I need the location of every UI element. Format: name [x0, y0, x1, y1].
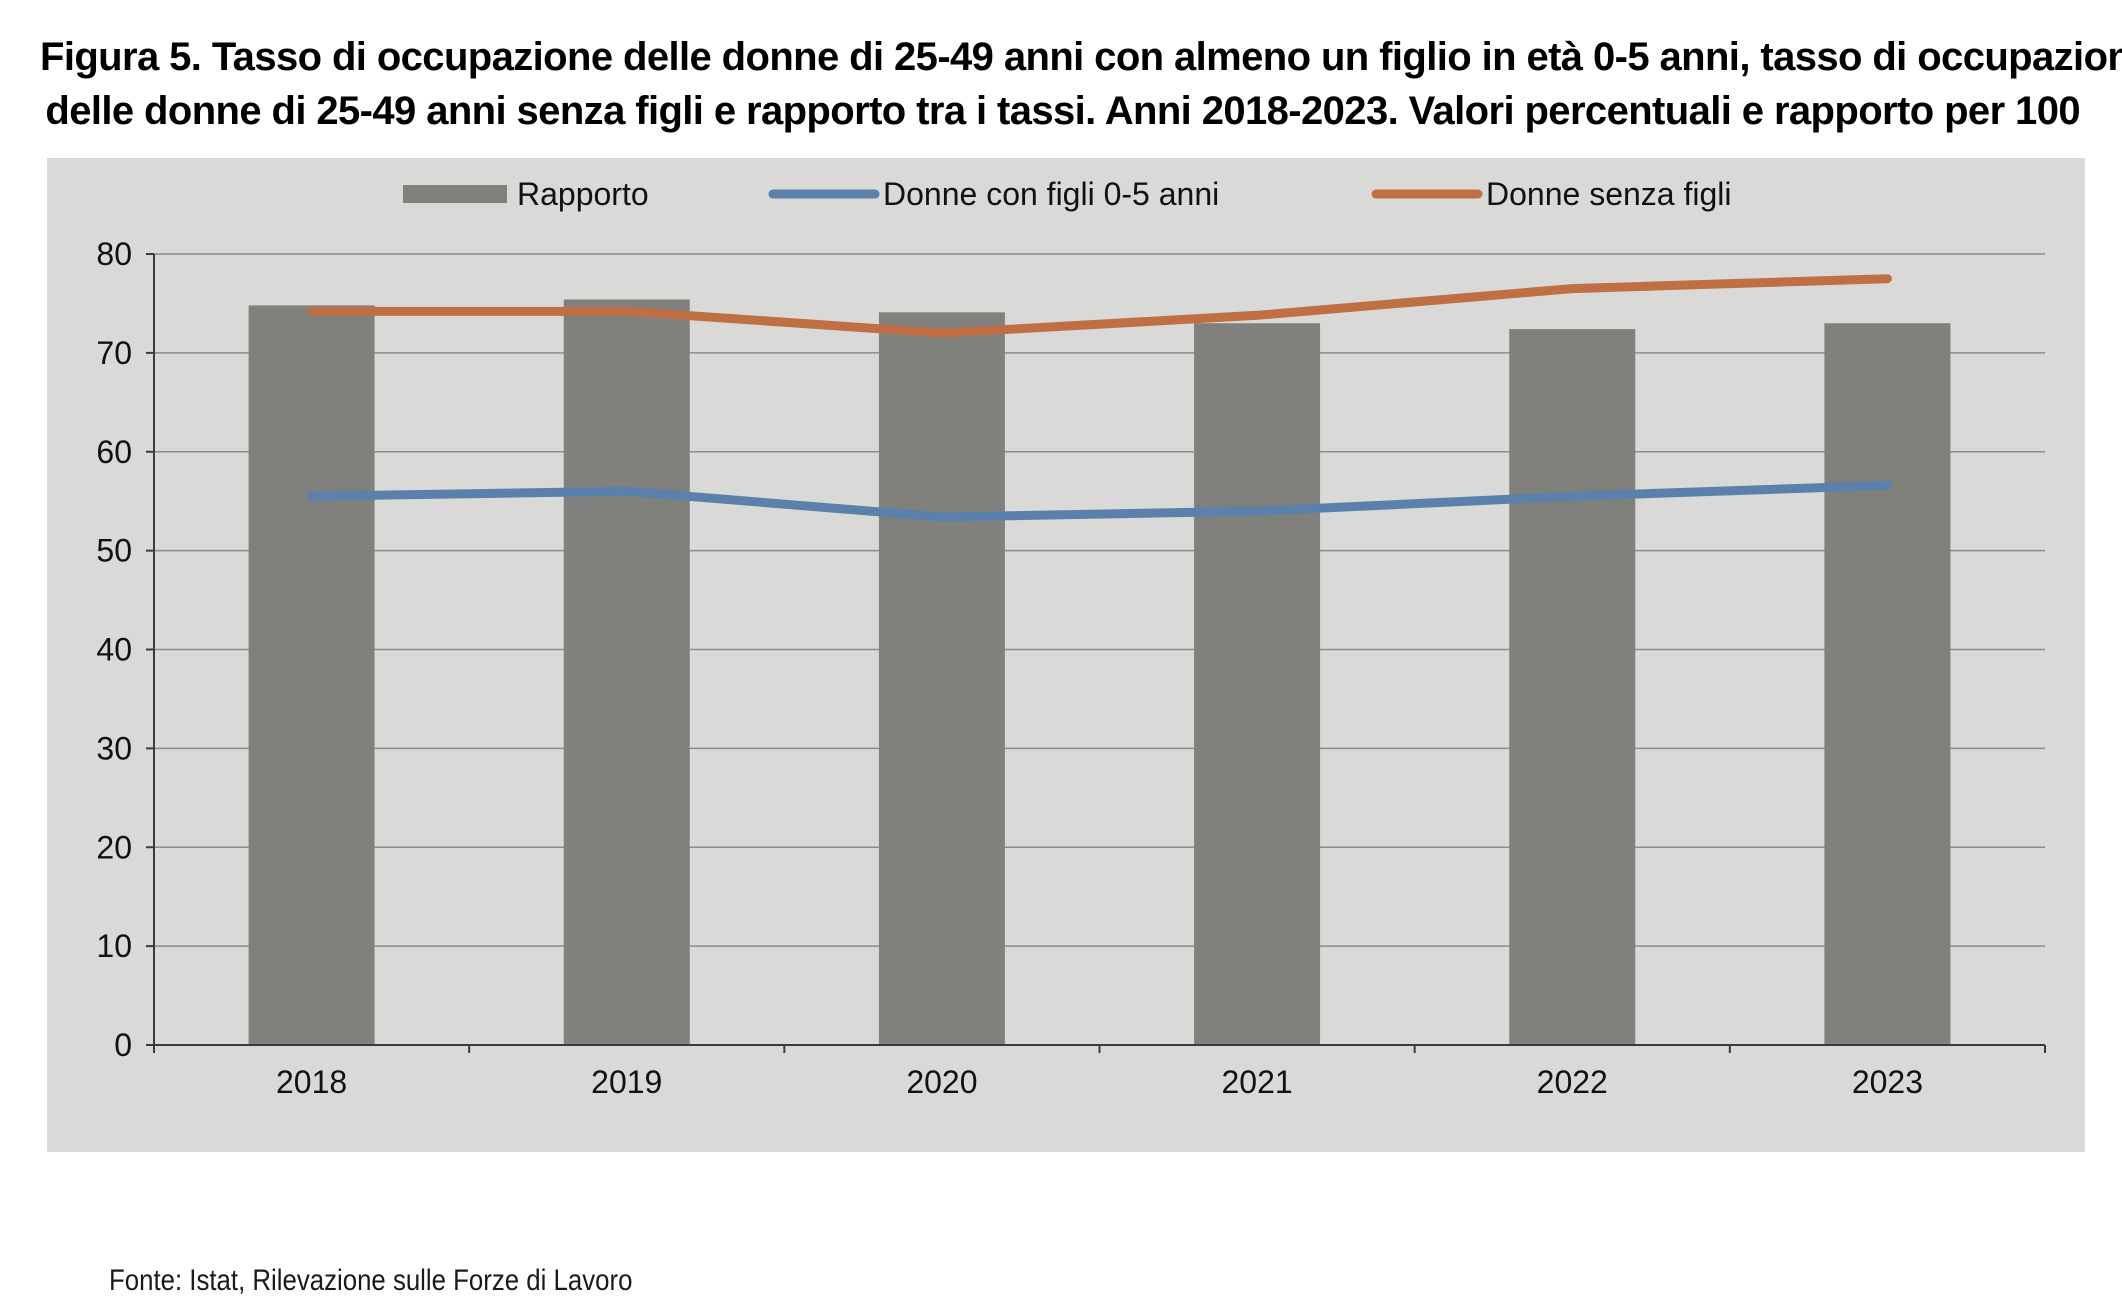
axes: 0 10 20 30 40 50 60 70 80 2018 2019 2020 2021 2022 202… — [96, 236, 2045, 1100]
y-tick-label: 80 — [96, 236, 132, 272]
x-tick-label: 2020 — [906, 1064, 977, 1100]
chart-title: Figura 5. Tasso di occupazione delle don… — [40, 30, 2080, 138]
line-donne-con-figli-0-5-anni — [312, 485, 1888, 517]
bar-2022 — [1509, 329, 1635, 1045]
line-donne-senza-figli — [312, 279, 1888, 333]
legend-swatch-bar — [403, 185, 507, 203]
bar-2023 — [1824, 323, 1950, 1045]
y-tick-label: 30 — [96, 730, 132, 766]
legend-label: Donne con figli 0-5 anni — [883, 176, 1219, 212]
y-tick-label: 10 — [96, 928, 132, 964]
chart-title-line-2: delle donne di 25-49 anni senza figli e … — [40, 84, 2080, 138]
bar-2018 — [249, 305, 375, 1045]
x-tick-label: 2018 — [276, 1064, 347, 1100]
legend-label: Rapporto — [517, 176, 649, 212]
x-tick-label: 2023 — [1852, 1064, 1923, 1100]
chart-title-line-1: Figura 5. Tasso di occupazione delle don… — [40, 30, 2080, 84]
x-tick-label: 2019 — [591, 1064, 662, 1100]
y-tick-label: 0 — [114, 1027, 132, 1063]
y-tick-label: 50 — [96, 533, 132, 569]
y-tick-label: 70 — [96, 335, 132, 371]
line-series — [311, 279, 1887, 517]
x-tick-label: 2022 — [1537, 1064, 1608, 1100]
bar-2020 — [879, 312, 1005, 1045]
source-note: Fonte: Istat, Rilevazione sulle Forze di… — [109, 1264, 632, 1298]
bar-2021 — [1194, 323, 1320, 1045]
x-tick-label: 2021 — [1221, 1064, 1292, 1100]
y-tick-label: 20 — [96, 829, 132, 865]
combo-chart: 0 10 20 30 40 50 60 70 80 2018 2019 2020 2021 2022 202… — [47, 158, 2085, 1152]
legend-label: Donne senza figli — [1486, 176, 1731, 212]
y-tick-label: 60 — [96, 434, 132, 470]
bar-2019 — [564, 299, 690, 1045]
gridlines — [154, 254, 2045, 946]
y-tick-label: 40 — [96, 632, 132, 668]
bar-series-rapporto — [249, 299, 1951, 1045]
chart-panel: 0 10 20 30 40 50 60 70 80 2018 2019 2020 2021 2022 202… — [47, 158, 2085, 1152]
legend: Rapporto Donne con figli 0-5 anni Donne se… — [403, 176, 1731, 212]
